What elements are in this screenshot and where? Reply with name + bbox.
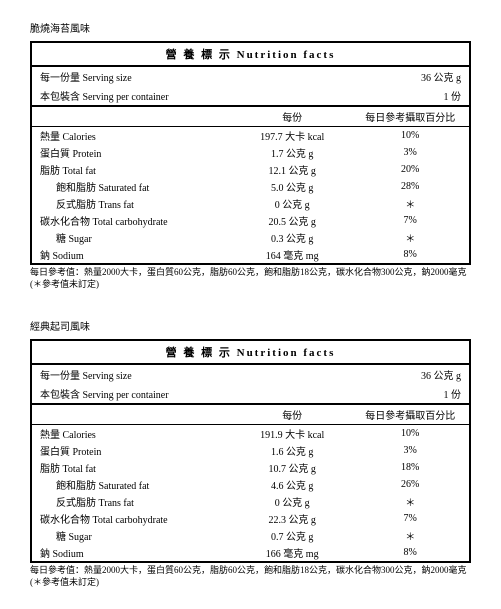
nutrient-dv: 18% <box>351 459 470 476</box>
nutrient-dv: 3% <box>351 442 470 459</box>
nutrient-label: 糖 Sugar <box>31 229 233 246</box>
serving-size-value: 36 公克 g <box>351 365 470 384</box>
col-value-header: 每份 <box>233 107 352 127</box>
table-row: 反式脂肪 Trans fat0 公克 g＊ <box>31 493 470 510</box>
serving-per-value: 1 份 <box>351 384 470 404</box>
table-row: 碳水化合物 Total carbohydrate20.5 公克 g7% <box>31 212 470 229</box>
table-row: 碳水化合物 Total carbohydrate22.3 公克 g7% <box>31 510 470 527</box>
nutrient-value: 5.0 公克 g <box>233 178 352 195</box>
nutrient-label: 脂肪 Total fat <box>31 161 233 178</box>
col-dv-header: 每日參考攝取百分比 <box>351 405 470 425</box>
nutrition-table: 營 養 標 示 Nutrition facts每一份量 Serving size… <box>30 339 471 563</box>
serving-per-label: 本包裝含 Serving per container <box>31 86 351 106</box>
table-row: 鈉 Sodium166 毫克 mg8% <box>31 544 470 562</box>
table-row: 脂肪 Total fat10.7 公克 g18% <box>31 459 470 476</box>
flavor-label: 經典起司風味 <box>30 318 471 333</box>
nutrient-value: 1.6 公克 g <box>233 442 352 459</box>
nutrient-dv: ＊ <box>351 195 470 212</box>
table-row: 熱量 Calories191.9 大卡 kcal10% <box>31 425 470 442</box>
nutrient-dv: 7% <box>351 212 470 229</box>
nutrient-value: 0 公克 g <box>233 195 352 212</box>
nutrient-dv: 20% <box>351 161 470 178</box>
nutrient-dv: 28% <box>351 178 470 195</box>
nutrient-label: 反式脂肪 Trans fat <box>31 493 233 510</box>
nutrient-value: 22.3 公克 g <box>233 510 352 527</box>
serving-size-value: 36 公克 g <box>351 67 470 86</box>
nutrient-value: 4.6 公克 g <box>233 476 352 493</box>
nutrient-dv: 10% <box>351 127 470 144</box>
table-row: 熱量 Calories197.7 大卡 kcal10% <box>31 127 470 144</box>
table-row: 脂肪 Total fat12.1 公克 g20% <box>31 161 470 178</box>
table-row: 蛋白質 Protein1.7 公克 g3% <box>31 144 470 161</box>
table-row: 糖 Sugar0.7 公克 g＊ <box>31 527 470 544</box>
section-gap <box>30 290 471 318</box>
nutrient-label: 碳水化合物 Total carbohydrate <box>31 510 233 527</box>
nutrient-value: 0 公克 g <box>233 493 352 510</box>
col-blank <box>31 107 233 127</box>
table-title: 營 養 標 示 Nutrition facts <box>31 340 470 364</box>
table-row: 反式脂肪 Trans fat0 公克 g＊ <box>31 195 470 212</box>
nutrient-dv: 10% <box>351 425 470 442</box>
nutrient-label: 熱量 Calories <box>31 425 233 442</box>
nutrient-dv: 8% <box>351 544 470 562</box>
nutrient-value: 1.7 公克 g <box>233 144 352 161</box>
nutrient-label: 鈉 Sodium <box>31 544 233 562</box>
nutrient-dv: 7% <box>351 510 470 527</box>
footnote: 每日參考值：熱量2000大卡，蛋白質60公克，脂肪60公克，飽和脂肪18公克，碳… <box>30 267 471 290</box>
nutrient-dv: ＊ <box>351 229 470 246</box>
col-blank <box>31 405 233 425</box>
nutrient-label: 碳水化合物 Total carbohydrate <box>31 212 233 229</box>
table-row: 蛋白質 Protein1.6 公克 g3% <box>31 442 470 459</box>
footnote: 每日參考值：熱量2000大卡，蛋白質60公克，脂肪60公克，飽和脂肪18公克，碳… <box>30 565 471 588</box>
nutrient-label: 蛋白質 Protein <box>31 144 233 161</box>
col-dv-header: 每日參考攝取百分比 <box>351 107 470 127</box>
nutrient-dv: 3% <box>351 144 470 161</box>
table-row: 飽和脂肪 Saturated fat5.0 公克 g28% <box>31 178 470 195</box>
serving-size-label: 每一份量 Serving size <box>31 365 351 384</box>
nutrient-label: 蛋白質 Protein <box>31 442 233 459</box>
table-title: 營 養 標 示 Nutrition facts <box>31 42 470 66</box>
nutrient-value: 0.7 公克 g <box>233 527 352 544</box>
nutrition-table: 營 養 標 示 Nutrition facts每一份量 Serving size… <box>30 41 471 265</box>
nutrient-label: 飽和脂肪 Saturated fat <box>31 476 233 493</box>
col-value-header: 每份 <box>233 405 352 425</box>
nutrient-value: 12.1 公克 g <box>233 161 352 178</box>
nutrient-label: 熱量 Calories <box>31 127 233 144</box>
nutrient-dv: ＊ <box>351 527 470 544</box>
table-row: 飽和脂肪 Saturated fat4.6 公克 g26% <box>31 476 470 493</box>
nutrient-value: 10.7 公克 g <box>233 459 352 476</box>
serving-size-label: 每一份量 Serving size <box>31 67 351 86</box>
nutrient-value: 0.3 公克 g <box>233 229 352 246</box>
nutrient-value: 166 毫克 mg <box>233 544 352 562</box>
table-row: 鈉 Sodium164 毫克 mg8% <box>31 246 470 264</box>
table-row: 糖 Sugar0.3 公克 g＊ <box>31 229 470 246</box>
nutrient-dv: ＊ <box>351 493 470 510</box>
nutrient-label: 飽和脂肪 Saturated fat <box>31 178 233 195</box>
nutrient-label: 反式脂肪 Trans fat <box>31 195 233 212</box>
nutrient-label: 脂肪 Total fat <box>31 459 233 476</box>
nutrient-dv: 8% <box>351 246 470 264</box>
nutrient-value: 164 毫克 mg <box>233 246 352 264</box>
nutrient-value: 20.5 公克 g <box>233 212 352 229</box>
nutrient-label: 鈉 Sodium <box>31 246 233 264</box>
nutrient-value: 191.9 大卡 kcal <box>233 425 352 442</box>
flavor-label: 脆燒海苔風味 <box>30 20 471 35</box>
nutrient-dv: 26% <box>351 476 470 493</box>
serving-per-value: 1 份 <box>351 86 470 106</box>
serving-per-label: 本包裝含 Serving per container <box>31 384 351 404</box>
nutrient-label: 糖 Sugar <box>31 527 233 544</box>
nutrient-value: 197.7 大卡 kcal <box>233 127 352 144</box>
